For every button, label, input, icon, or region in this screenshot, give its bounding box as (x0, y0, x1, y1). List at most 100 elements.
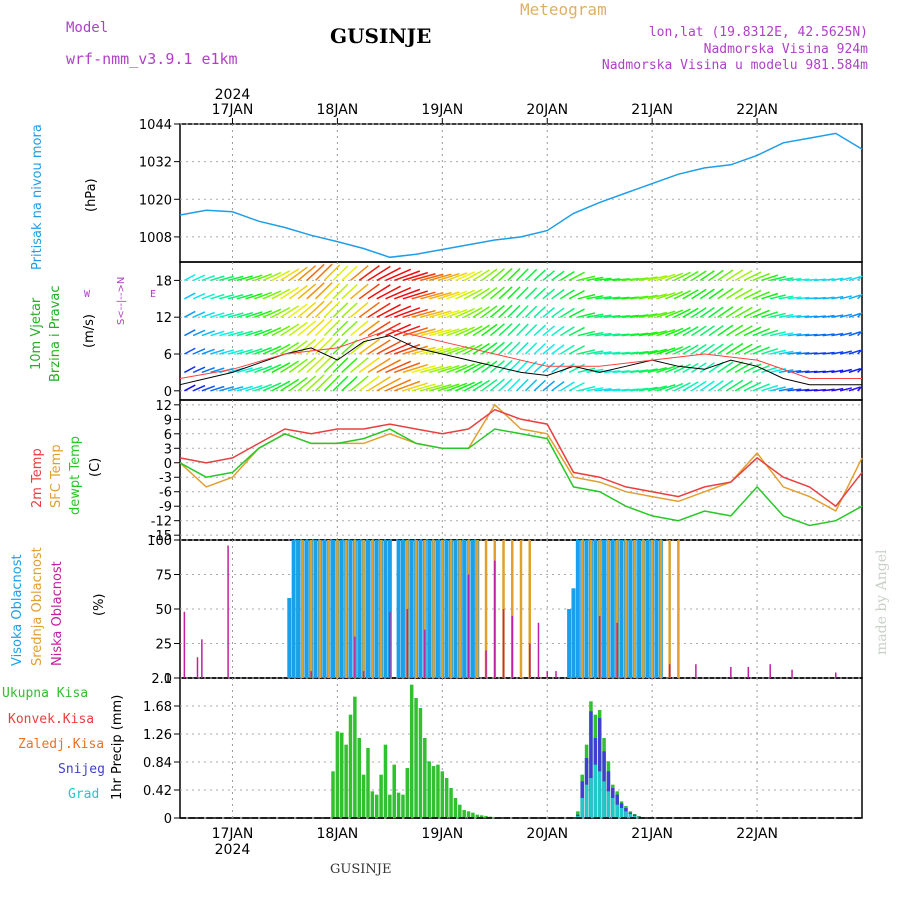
wind-arrow (857, 275, 863, 281)
wind-arrow (524, 323, 538, 337)
precip-ytick-label: 2.1 (151, 672, 172, 687)
wind-arrow (201, 330, 215, 337)
wind-arrow (682, 270, 699, 282)
wind-arrow (831, 332, 844, 337)
wind-arrow (315, 318, 333, 337)
wind-arrow (437, 273, 460, 282)
graupel-bar (589, 778, 593, 818)
top-day-label: 19JAN (421, 102, 463, 118)
wind-arrow (323, 356, 341, 373)
wind-arrow (323, 337, 341, 355)
wind-arrow (227, 294, 244, 300)
mid-cloud-bar (327, 540, 330, 678)
pressure-ytick-label: 1032 (139, 156, 172, 171)
graupel-bar (597, 771, 602, 818)
wind-arrow (647, 274, 668, 282)
pressure-ytick-label: 1008 (139, 231, 172, 246)
mid-cloud-bar (589, 540, 593, 678)
wind-arrow (350, 301, 369, 318)
wind-arrow (559, 344, 575, 355)
wind-arrow (664, 290, 684, 300)
low-cloud-bar (528, 643, 531, 678)
wind-arrow (551, 362, 565, 374)
wind-ytick-label: 12 (155, 311, 172, 326)
total-precip-bar (418, 708, 423, 818)
mid-cloud-bar (624, 540, 628, 678)
wind-arrow (673, 308, 691, 318)
total-precip-bar (348, 714, 353, 818)
wind-arrow (551, 325, 565, 337)
wind-arrow (516, 305, 529, 318)
total-precip-bar (344, 744, 348, 818)
high-cloud-bar (567, 609, 572, 678)
low-cloud-bar (196, 657, 199, 678)
wind-arrow (411, 291, 436, 300)
page-title: GUSINJE (330, 24, 432, 48)
wind-arrow (201, 348, 215, 355)
wind-arrow (393, 380, 421, 392)
model-name: wrf-nmm_v3.9.1 e1km (66, 50, 238, 68)
wind-arrow (350, 320, 369, 337)
wind-arrow (455, 308, 475, 318)
wind-arrow (673, 363, 691, 374)
wind-arrow (376, 267, 401, 282)
wind-arrow (315, 281, 333, 300)
wind-arrow (254, 328, 272, 337)
wind-arrow (306, 300, 325, 318)
wind-arrow (420, 273, 444, 282)
low-cloud-bar (791, 669, 793, 678)
wind-arrow (201, 274, 215, 282)
wind-arrow (201, 385, 215, 392)
total-precip-bar (444, 778, 449, 818)
wind-arrow (699, 325, 715, 337)
wind-arrow (577, 367, 596, 374)
wind-arrow (542, 270, 555, 281)
wind-arrow (516, 341, 529, 355)
mid-cloud-bar (580, 540, 584, 678)
wind-arrow (559, 326, 575, 337)
total-precip-bar (331, 771, 335, 818)
wind-arrow (463, 307, 483, 318)
wind-arrow (778, 277, 794, 282)
bottom-day-label: 21JAN (631, 826, 673, 842)
wind-arrow (184, 347, 196, 355)
total-precip-bar (440, 771, 445, 818)
wind-arrow (219, 349, 234, 355)
temp-ytick-label: 6 (164, 428, 172, 443)
wind-arrow (603, 333, 621, 337)
wind-arrow (586, 276, 604, 282)
sfc-temp-line (179, 403, 863, 513)
wind-arrow (472, 287, 490, 300)
wind-arrow (524, 379, 538, 392)
total-precip-bar (374, 794, 379, 818)
wind-arrow (507, 323, 521, 337)
wind-arrow (542, 380, 555, 392)
wind-arrow (192, 384, 206, 392)
wind-arrow (288, 358, 308, 374)
wind-arrow (516, 286, 529, 300)
wind-arrow (586, 387, 604, 392)
graupel-bar (602, 781, 606, 818)
low-cloud-bar (467, 574, 470, 678)
wind-arrow (402, 290, 429, 300)
high-cloud-bar (357, 540, 362, 678)
cloud-ytick-label: 25 (155, 638, 172, 653)
freezing-label: Zaledj.Kisa (18, 737, 105, 752)
top-day-label: 20JAN (526, 102, 568, 118)
wind-arrow (498, 267, 513, 281)
wind-arrow (192, 274, 206, 282)
wind-arrow (481, 342, 498, 355)
wind-arrow (752, 291, 770, 300)
total-precip-bar (383, 744, 388, 818)
mid-cloud-bar (607, 540, 610, 678)
wind-arrow (848, 349, 861, 355)
top-day-label: 21JAN (631, 102, 673, 118)
wind-arrow (848, 275, 861, 282)
wind-arrow (245, 311, 263, 318)
wind-arrow (568, 345, 585, 355)
wind-arrow (796, 296, 810, 300)
wind-arrow (796, 351, 810, 355)
wind-arrow (271, 362, 291, 374)
wind-arrow (761, 292, 779, 300)
